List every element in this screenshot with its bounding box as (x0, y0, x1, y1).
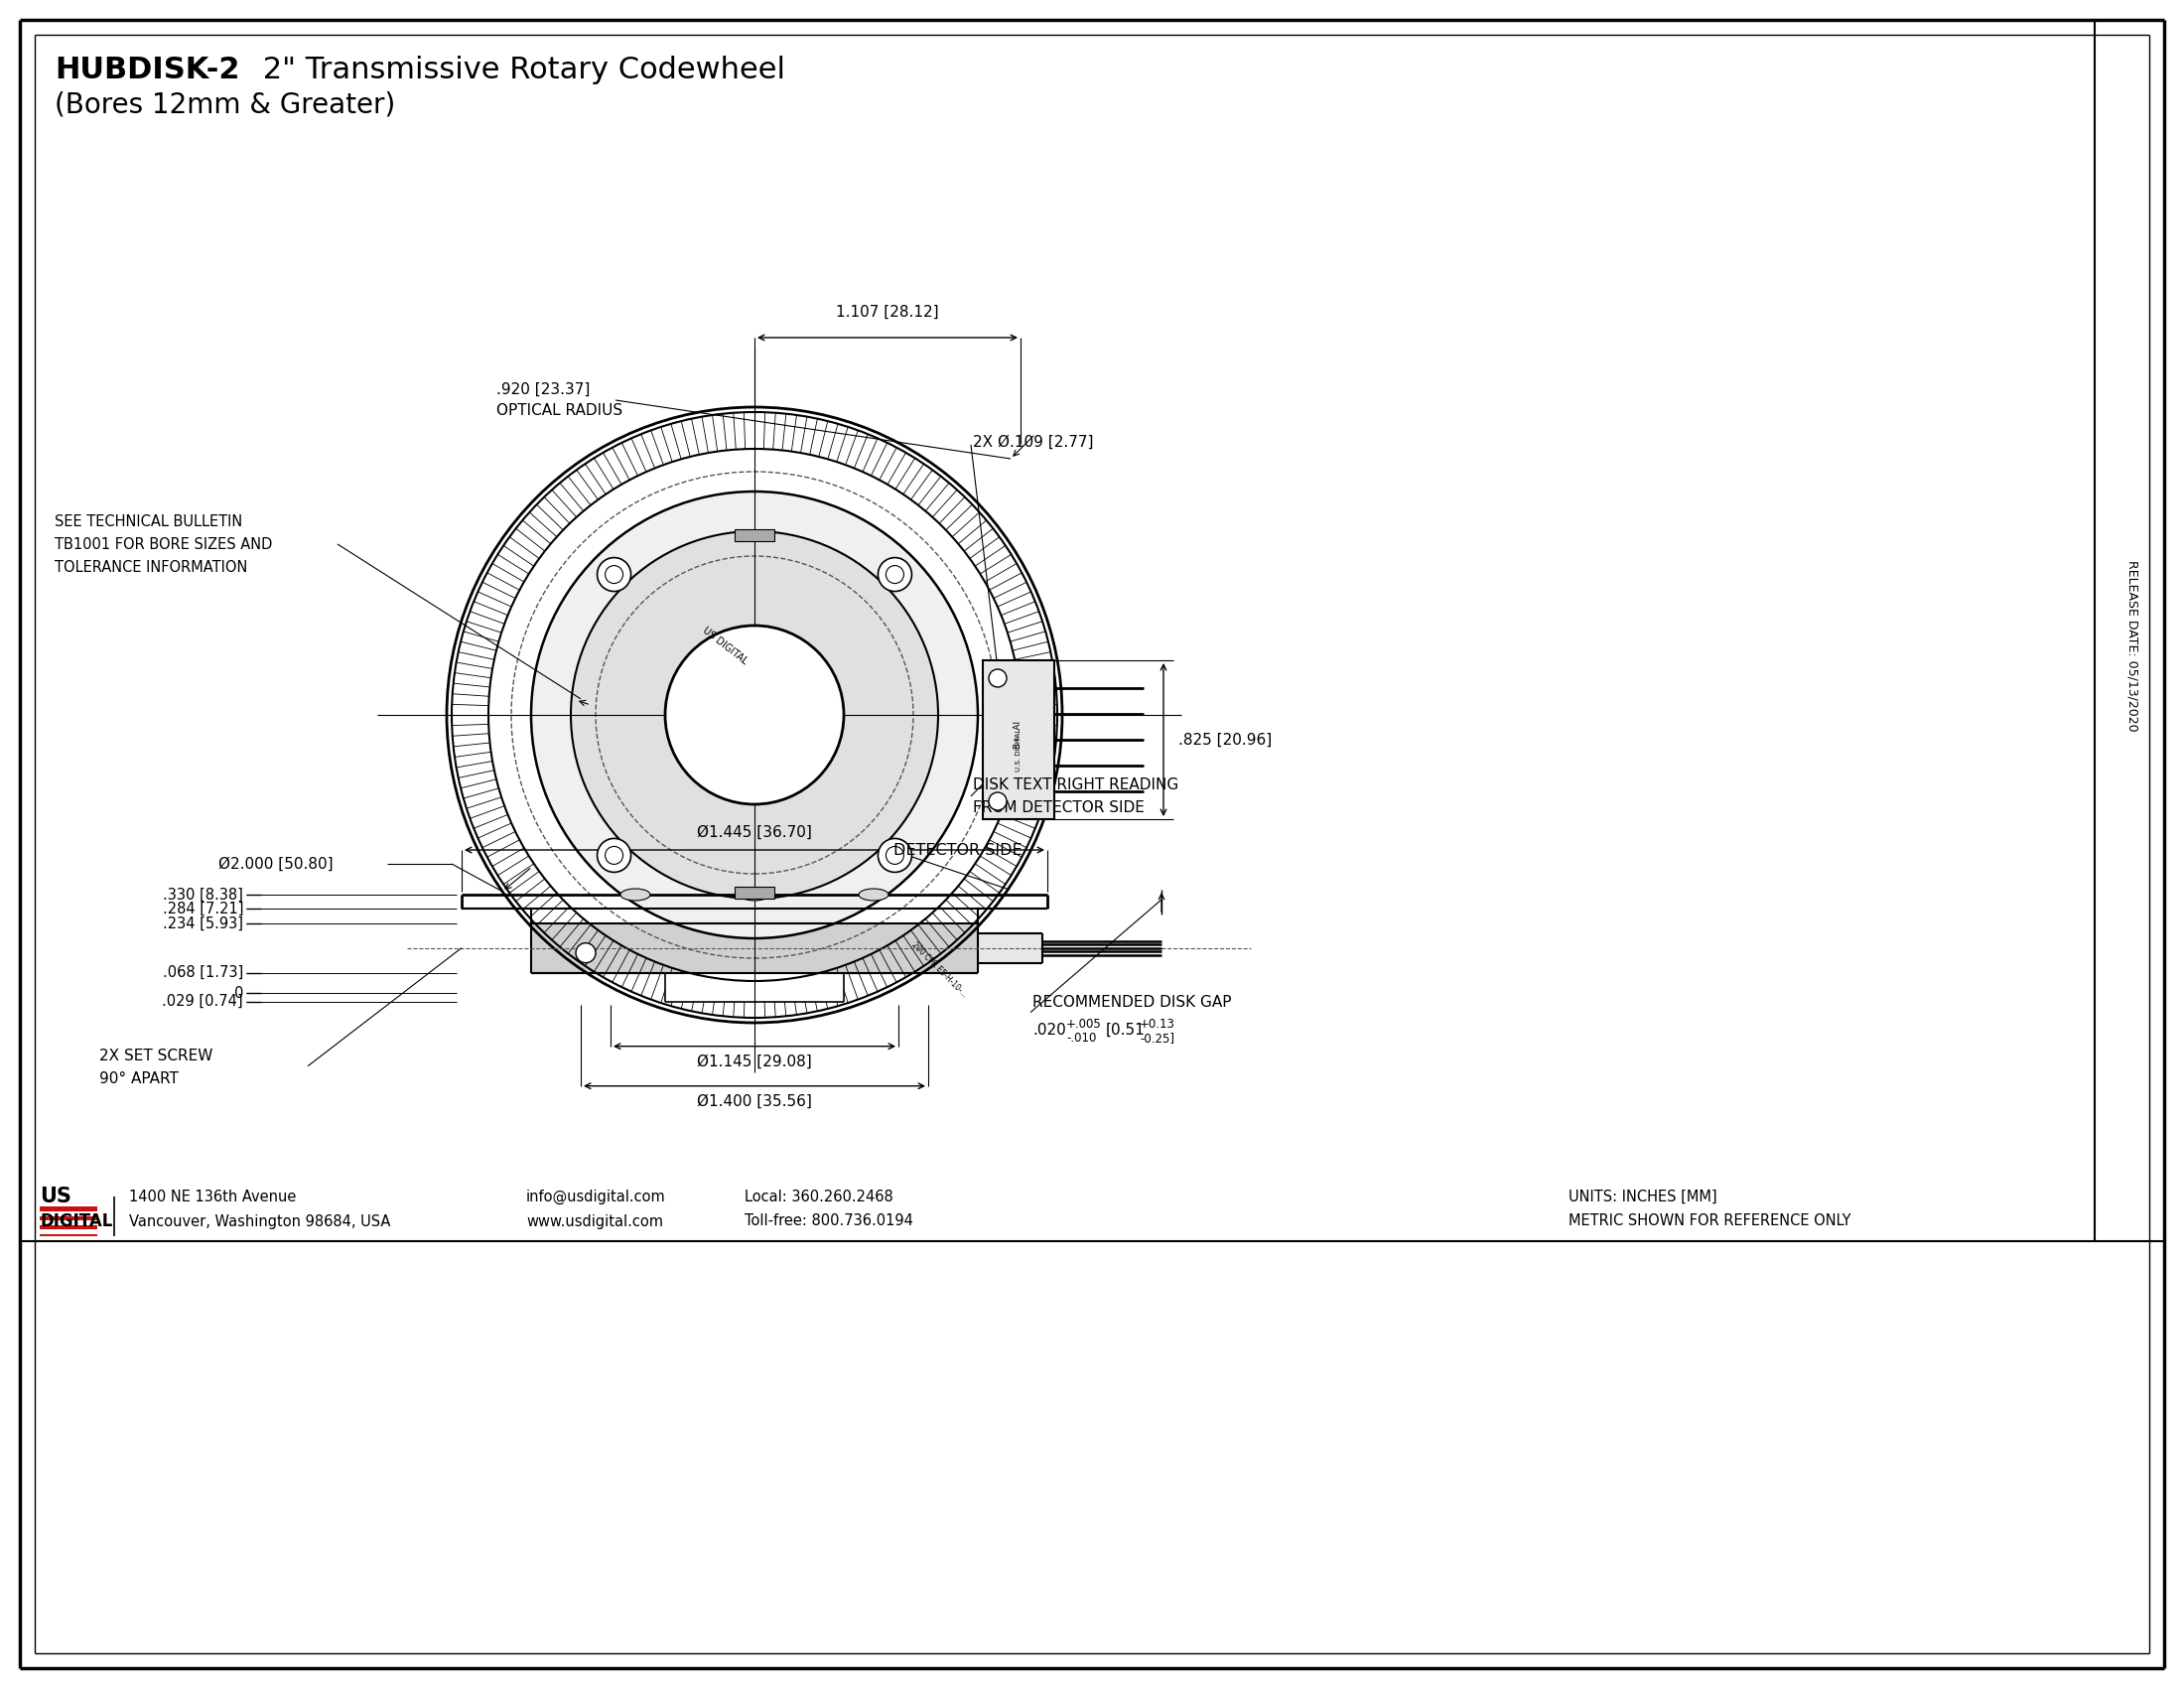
Text: Ø1.145 [29.08]: Ø1.145 [29.08] (697, 1055, 812, 1069)
Ellipse shape (620, 888, 651, 901)
Text: US DIGITAL: US DIGITAL (701, 625, 749, 667)
Text: www.usdigital.com: www.usdigital.com (526, 1214, 664, 1229)
Bar (983, 660, 1055, 819)
Text: Ø1.445 [36.70]: Ø1.445 [36.70] (697, 825, 812, 841)
Text: .234 [5.93]: .234 [5.93] (164, 917, 242, 930)
Circle shape (596, 557, 631, 591)
Text: Local: 360.260.2468: Local: 360.260.2468 (745, 1188, 893, 1204)
Circle shape (570, 532, 939, 898)
Text: Ø1.400 [35.56]: Ø1.400 [35.56] (697, 1094, 812, 1109)
Ellipse shape (740, 888, 769, 901)
Bar (39, 1220, 98, 1225)
Text: SEE TECHNICAL BULLETIN: SEE TECHNICAL BULLETIN (55, 513, 242, 528)
Bar (734, 530, 775, 542)
Text: -0.25]: -0.25] (1140, 1031, 1175, 1045)
Circle shape (989, 668, 1007, 687)
Text: .825 [20.96]: .825 [20.96] (1179, 733, 1271, 748)
Text: (Bores 12mm & Greater): (Bores 12mm & Greater) (55, 91, 395, 118)
Text: DIGITAL: DIGITAL (39, 1212, 114, 1231)
Text: METRIC SHOWN FOR REFERENCE ONLY: METRIC SHOWN FOR REFERENCE ONLY (1568, 1214, 1852, 1229)
Text: Vancouver, Washington 98684, USA: Vancouver, Washington 98684, USA (129, 1214, 391, 1229)
Text: -.010: -.010 (1066, 1031, 1096, 1045)
Text: 2X SET SCREW: 2X SET SCREW (98, 1048, 212, 1063)
Bar (531, 923, 978, 972)
Text: Ø2.000 [50.80]: Ø2.000 [50.80] (218, 856, 334, 871)
Text: 0: 0 (234, 986, 242, 1001)
Ellipse shape (858, 888, 889, 901)
Text: DETECTOR SIDE: DETECTOR SIDE (893, 842, 1022, 858)
Circle shape (878, 839, 911, 873)
Text: .020: .020 (1033, 1023, 1066, 1038)
Text: 2" Transmissive Rotary Codewheel: 2" Transmissive Rotary Codewheel (253, 56, 786, 84)
Text: info@usdigital.com: info@usdigital.com (526, 1188, 666, 1204)
Text: .284 [7.21]: .284 [7.21] (162, 901, 242, 917)
Text: .920 [23.37]: .920 [23.37] (496, 381, 590, 397)
Text: .029 [0.74]: .029 [0.74] (162, 994, 242, 1009)
Circle shape (531, 491, 978, 939)
Text: OPTICAL RADIUS: OPTICAL RADIUS (496, 403, 622, 417)
Text: UNITS: INCHES [MM]: UNITS: INCHES [MM] (1568, 1188, 1717, 1204)
Text: TOLERANCE INFORMATION: TOLERANCE INFORMATION (55, 559, 247, 574)
Text: HUBDISK-2: HUBDISK-2 (55, 56, 240, 84)
Bar (39, 1207, 98, 1236)
Text: 1.107 [28.12]: 1.107 [28.12] (836, 306, 939, 319)
Text: RELEASE DATE: 05/13/2020: RELEASE DATE: 05/13/2020 (2125, 560, 2138, 731)
Bar (978, 933, 1042, 962)
Text: DISK TEXT RIGHT READING: DISK TEXT RIGHT READING (972, 776, 1179, 792)
Text: +.005: +.005 (1066, 1018, 1101, 1031)
Circle shape (577, 944, 596, 962)
Text: 1400 NE 136th Avenue: 1400 NE 136th Avenue (129, 1188, 297, 1204)
Text: 2X Ø.109 [2.77]: 2X Ø.109 [2.77] (972, 434, 1094, 449)
Text: 200 CPR E5-H-10-...: 200 CPR E5-H-10-... (911, 940, 970, 999)
Text: .330 [8.38]: .330 [8.38] (164, 888, 242, 901)
Text: B+  AI: B+ AI (1013, 721, 1022, 749)
Bar (39, 1229, 98, 1234)
Text: [0.51: [0.51 (1105, 1023, 1144, 1038)
Bar (666, 972, 843, 1001)
Circle shape (878, 557, 911, 591)
Text: TB1001 FOR BORE SIZES AND: TB1001 FOR BORE SIZES AND (55, 537, 273, 552)
Text: U.S. DIGITAL: U.S. DIGITAL (1016, 728, 1022, 771)
Text: 90° APART: 90° APART (98, 1072, 179, 1087)
Circle shape (989, 792, 1007, 810)
Text: +0.13: +0.13 (1140, 1018, 1175, 1031)
Text: .068 [1.73]: .068 [1.73] (162, 966, 242, 981)
Text: Toll-free: 800.736.0194: Toll-free: 800.736.0194 (745, 1214, 913, 1229)
Circle shape (596, 839, 631, 873)
Bar (39, 1212, 98, 1217)
Text: FROM DETECTOR SIDE: FROM DETECTOR SIDE (972, 800, 1144, 815)
Circle shape (666, 626, 843, 803)
Text: RECOMMENDED DISK GAP: RECOMMENDED DISK GAP (1033, 994, 1232, 1009)
Circle shape (452, 412, 1057, 1018)
Text: US: US (39, 1187, 72, 1207)
Bar (734, 886, 775, 898)
